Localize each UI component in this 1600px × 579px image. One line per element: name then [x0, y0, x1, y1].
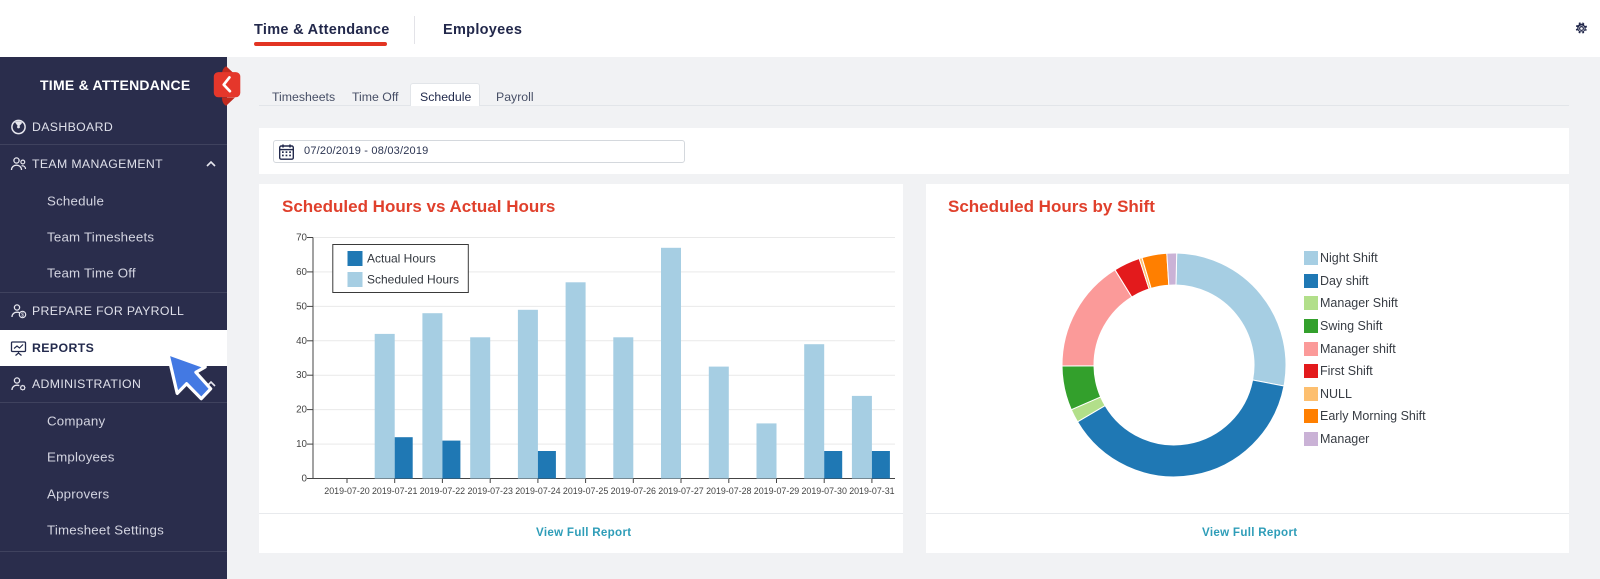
svg-text:2019-07-31: 2019-07-31: [849, 486, 894, 496]
svg-text:2019-07-25: 2019-07-25: [563, 486, 608, 496]
svg-text:70: 70: [296, 233, 307, 244]
svg-text:2019-07-26: 2019-07-26: [611, 486, 656, 496]
svg-text:Actual Hours: Actual Hours: [367, 252, 436, 266]
svg-text:2019-07-24: 2019-07-24: [515, 486, 560, 496]
svg-text:$: $: [21, 313, 24, 319]
svg-text:2019-07-29: 2019-07-29: [754, 486, 799, 496]
svg-text:2019-07-20: 2019-07-20: [324, 486, 369, 496]
svg-text:2019-07-27: 2019-07-27: [658, 486, 703, 496]
svg-text:40: 40: [296, 336, 307, 347]
svg-text:Scheduled Hours: Scheduled Hours: [367, 273, 459, 287]
svg-text:0: 0: [302, 474, 308, 485]
svg-text:60: 60: [296, 267, 307, 278]
svg-text:50: 50: [296, 301, 307, 312]
svg-text:2019-07-23: 2019-07-23: [467, 486, 512, 496]
svg-text:30: 30: [296, 370, 307, 381]
svg-text:10: 10: [296, 439, 307, 450]
svg-text:20: 20: [296, 405, 307, 416]
svg-text:2019-07-22: 2019-07-22: [420, 486, 465, 496]
svg-text:2019-07-21: 2019-07-21: [372, 486, 417, 496]
svg-text:2019-07-28: 2019-07-28: [706, 486, 751, 496]
svg-text:2019-07-30: 2019-07-30: [801, 486, 846, 496]
